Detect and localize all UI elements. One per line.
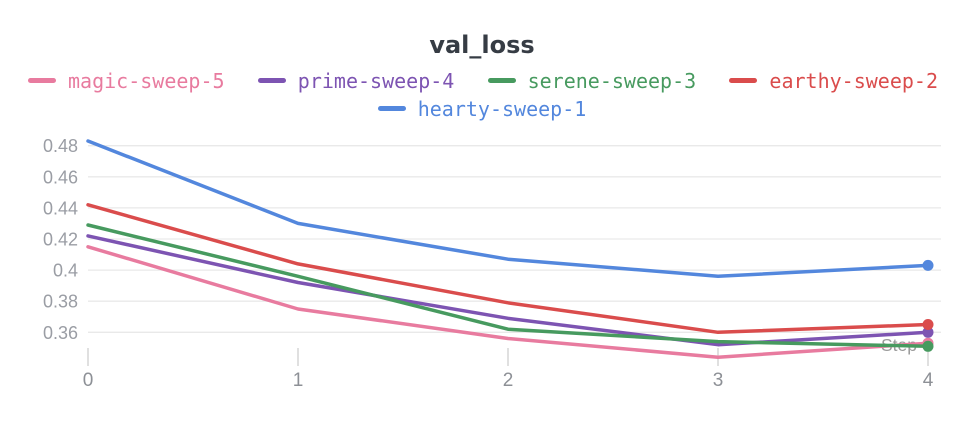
- x-tick-label: 4: [923, 370, 934, 391]
- x-tick-label: 1: [293, 370, 304, 391]
- x-tick-label: 0: [83, 370, 94, 391]
- y-tick-label: 0.42: [43, 230, 78, 250]
- series-line-earthy-sweep-2[interactable]: [86, 203, 930, 335]
- legend-swatch-serene-sweep-3: [487, 78, 516, 83]
- legend-item-hearty-sweep-1[interactable]: hearty-sweep-1: [377, 96, 587, 121]
- series-line-magic-sweep-5[interactable]: [86, 245, 930, 359]
- legend-label: serene-sweep-3: [527, 68, 697, 93]
- legend-item-magic-sweep-5[interactable]: magic-sweep-5: [28, 69, 225, 93]
- series-line-serene-sweep-3[interactable]: [86, 223, 930, 349]
- series-endpoint-earthy-sweep-2[interactable]: [922, 319, 934, 330]
- y-tick-label: 0.36: [43, 323, 78, 343]
- y-tick-label: 0.38: [43, 292, 78, 312]
- y-tick-label: 0.46: [43, 167, 78, 187]
- legend-swatch-magic-sweep-5: [28, 78, 56, 83]
- legend-row-1: magic-sweep-5 prime-sweep-4 serene-sweep-3…: [28, 67, 938, 94]
- legend-item-earthy-sweep-2[interactable]: earthy-sweep-2: [729, 69, 938, 93]
- series-endpoint-hearty-sweep-1[interactable]: [922, 259, 934, 271]
- legend-row-2: hearty-sweep-1: [0, 95, 964, 122]
- series-line-prime-sweep-4[interactable]: [86, 234, 930, 347]
- legend-label: earthy-sweep-2: [769, 68, 938, 93]
- y-tick-label: 0.4: [53, 261, 78, 281]
- y-tick-label: 0.44: [43, 198, 78, 218]
- series-endpoint-serene-sweep-3[interactable]: [922, 340, 934, 352]
- legend-label: magic-sweep-5: [68, 68, 225, 93]
- legend-swatch-earthy-sweep-2: [729, 78, 758, 83]
- legend-item-prime-sweep-4[interactable]: prime-sweep-4: [257, 68, 455, 93]
- series-endpoint-prime-sweep-4[interactable]: [922, 326, 934, 338]
- legend-label: prime-sweep-4: [297, 68, 455, 93]
- x-tick-label: 3: [713, 370, 724, 391]
- x-tick-label: 2: [503, 370, 514, 391]
- y-tick-label: 0.48: [43, 136, 78, 156]
- legend-label: hearty-sweep-1: [417, 96, 587, 121]
- series-line-hearty-sweep-1[interactable]: [86, 139, 930, 279]
- legend-item-serene-sweep-3[interactable]: serene-sweep-3: [487, 68, 697, 93]
- legend-swatch-hearty-sweep-1: [377, 106, 406, 111]
- legend-swatch-prime-sweep-4: [257, 78, 286, 83]
- chart-title: val_loss: [429, 31, 535, 59]
